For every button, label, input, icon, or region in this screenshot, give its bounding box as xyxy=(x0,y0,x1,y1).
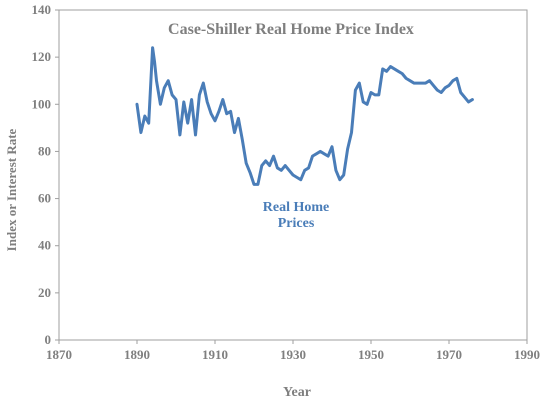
annotation-line-1: Real Home xyxy=(263,200,329,215)
y-tick-label: 120 xyxy=(32,49,52,64)
x-tick-label: 1870 xyxy=(46,347,72,362)
x-axis-label: Year xyxy=(283,385,311,400)
x-tick-label: 1890 xyxy=(124,347,150,362)
y-tick-label: 100 xyxy=(32,96,52,111)
y-tick-label: 20 xyxy=(38,285,51,300)
y-axis-label: Index or Interest Rate xyxy=(4,128,19,251)
annotation-line-2: Prices xyxy=(278,216,315,231)
y-axis-ticks: 0 20 40 60 80 100 120 140 xyxy=(32,2,59,347)
x-tick-label: 1950 xyxy=(358,347,384,362)
chart-title: Case-Shiller Real Home Price Index xyxy=(168,21,414,38)
x-axis-ticks: 1870 1890 1910 1930 1950 1970 1990 xyxy=(46,340,540,362)
real-home-prices-line xyxy=(135,46,474,186)
x-tick-label: 1930 xyxy=(280,347,306,362)
y-tick-label: 0 xyxy=(45,332,52,347)
x-tick-label: 1910 xyxy=(202,347,228,362)
x-tick-label: 1990 xyxy=(514,347,540,362)
y-tick-label: 60 xyxy=(38,191,51,206)
y-tick-label: 140 xyxy=(32,2,52,17)
y-tick-label: 80 xyxy=(38,143,51,158)
x-tick-label: 1970 xyxy=(436,347,462,362)
y-tick-label: 40 xyxy=(38,238,51,253)
